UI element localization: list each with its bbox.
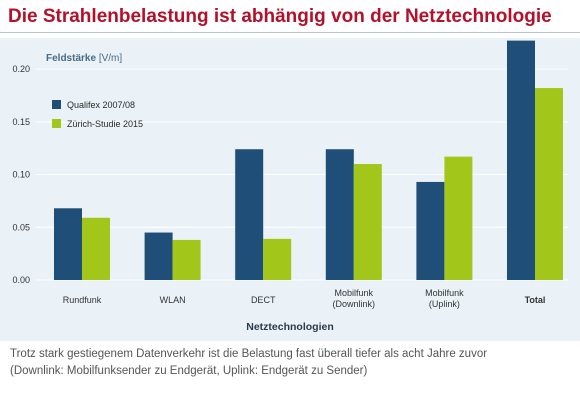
bar [235,149,264,280]
chart-panel: 0.00 0.05 0.10 0.15 0.20 Feldstärke [V/m] Rund… [0,38,580,341]
caption-line-2: (Downlink: Mobilfunksender zu Endgerät, … [10,365,368,377]
bar [82,217,110,280]
bar [535,88,563,280]
caption-line-1: Trotz stark gestiegenem Datenverkehr ist… [10,348,488,360]
title-divider [0,32,580,33]
bar [507,40,535,281]
x-tick-label: Mobilfunk [335,288,374,298]
chart-title: Die Strahlenbelastung ist abhängig von d… [8,6,552,27]
x-tick-label: WLAN [160,295,186,305]
x-tick-label: Total [525,295,546,305]
y-tick-label: 0.10 [12,170,30,180]
x-axis-label: Netztechnologien [246,321,334,333]
bar [325,149,354,280]
x-tick-label: Mobilfunk [425,288,464,298]
legend-swatch [52,100,61,109]
legend-swatch [52,119,61,128]
bar [353,164,382,280]
x-tick-label: (Downlink) [333,299,376,309]
legend-label: Zürich-Studie 2015 [67,119,143,129]
y-tick-label: 0.05 [12,222,30,232]
y-axis-label-unit: [V/m] [99,53,123,64]
bar [144,232,173,280]
y-tick-label: 0.20 [12,64,30,74]
y-tick-label: 0.15 [12,117,30,127]
y-axis-label: Feldstärke [V/m] [46,53,122,64]
bar [172,239,201,280]
bar [444,156,473,280]
bar-chart: 0.00 0.05 0.10 0.15 0.20 Feldstärke [V/m] Rund… [12,40,568,333]
y-axis-label-bold: Feldstärke [46,53,99,64]
y-tick-label: 0.00 [12,275,30,285]
bar [54,208,82,280]
x-tick-label: (Uplink) [429,299,460,309]
legend-label: Qualifex 2007/08 [67,100,135,110]
x-tick-label: DECT [251,295,276,305]
chart-caption: Trotz stark gestiegenem Datenverkehr ist… [10,346,570,380]
x-tick-label: Rundfunk [63,295,102,305]
bar [263,238,292,280]
bar [416,181,445,280]
